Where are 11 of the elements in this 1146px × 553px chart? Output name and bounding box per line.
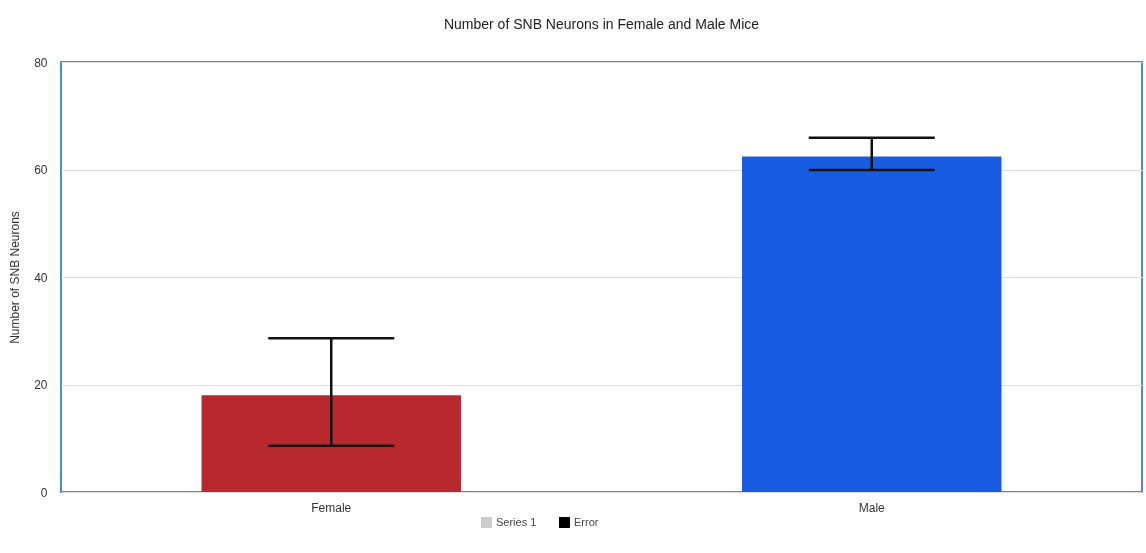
y-tick-label: 40 [34,270,48,285]
y-tick-label: 20 [34,378,48,392]
chart-title: Number of SNB Neurons in Female and Male Mice [443,16,760,32]
x-tick-label: Male [858,500,886,515]
text: Series 1 [496,515,537,528]
y-tick-label: 0 [40,485,48,500]
legend-label: Error [574,515,599,528]
y-tick-label: 80 [34,55,48,70]
y-axis-title: Number of SNB Neurons [8,211,23,344]
x-tick-label: Female [311,500,352,515]
y-tick-label: 60 [34,163,48,177]
